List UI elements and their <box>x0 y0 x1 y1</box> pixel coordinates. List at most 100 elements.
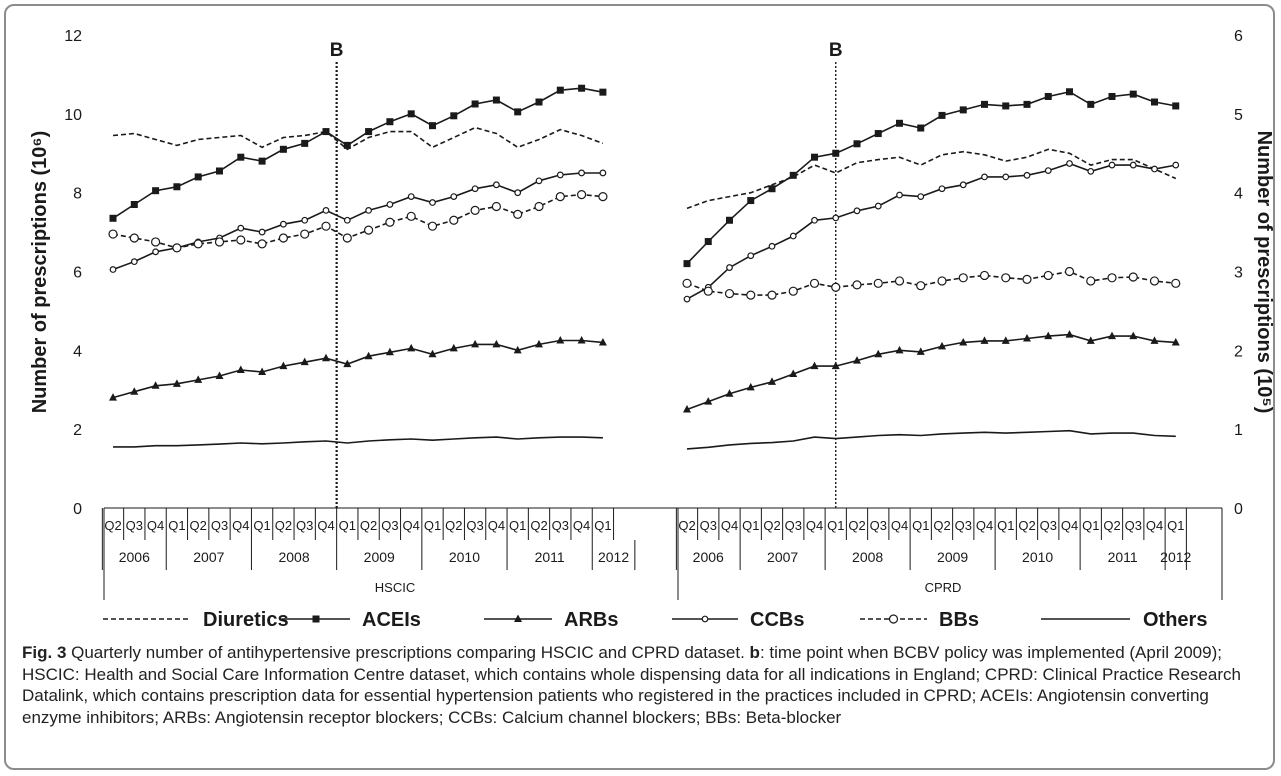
data-point-ccbs <box>556 171 564 179</box>
data-point-aceis <box>811 153 818 161</box>
quarter-label: Q1 <box>1167 518 1184 533</box>
data-point-arbs <box>492 339 501 348</box>
data-point-ccbs <box>514 189 522 197</box>
y-tick-label-left: 8 <box>73 186 82 203</box>
data-point-aceis <box>1151 98 1158 106</box>
data-point-arbs <box>428 349 437 358</box>
policy-marker-label: B <box>330 40 344 61</box>
data-point-bbs <box>193 239 203 249</box>
year-label: 2010 <box>449 549 480 565</box>
data-point-bbs <box>873 278 883 288</box>
data-point-aceis <box>556 86 564 94</box>
data-point-aceis <box>1129 90 1137 98</box>
data-point-ccbs <box>578 169 585 177</box>
data-point-aceis <box>279 145 287 153</box>
data-point-aceis <box>130 200 138 208</box>
data-point-bbs <box>214 237 225 247</box>
data-point-arbs <box>598 337 607 346</box>
data-point-ccbs <box>1066 160 1073 167</box>
data-point-ccbs <box>1023 171 1031 179</box>
data-point-arbs <box>258 367 267 376</box>
quarter-label: Q3 <box>955 518 972 533</box>
data-point-bbs <box>534 201 544 212</box>
y-tick-label-right: 4 <box>1234 186 1243 203</box>
data-point-arbs <box>1171 337 1180 346</box>
dataset-label: CPRD <box>925 580 962 595</box>
data-point-arbs <box>385 347 394 356</box>
policy-marker-label: B <box>829 40 843 61</box>
data-point-aceis <box>599 88 607 96</box>
data-point-ccbs <box>768 242 776 250</box>
data-point-bbs <box>916 281 926 291</box>
quarter-label: Q4 <box>891 518 908 533</box>
data-point-arbs <box>364 351 373 360</box>
data-point-aceis <box>386 118 394 126</box>
year-label: 2006 <box>119 549 150 565</box>
data-point-ccbs <box>853 207 861 215</box>
data-point-ccbs <box>874 202 882 210</box>
quarter-label: Q4 <box>488 518 505 533</box>
data-point-aceis <box>173 183 181 191</box>
quarter-label: Q2 <box>190 518 207 533</box>
data-point-arbs <box>151 381 160 389</box>
quarter-label: Q2 <box>848 518 865 533</box>
series-line-diuretics <box>112 126 604 151</box>
data-point-ccbs <box>322 207 330 214</box>
data-point-aceis <box>343 141 351 149</box>
data-point-aceis <box>1087 100 1095 108</box>
data-point-aceis <box>301 139 309 147</box>
data-point-arbs <box>300 357 309 366</box>
data-point-bbs <box>724 288 735 299</box>
data-point-arbs <box>172 379 181 387</box>
data-point-bbs <box>129 233 139 243</box>
data-point-ccbs <box>429 199 436 206</box>
data-point-arbs <box>831 361 840 370</box>
quarter-label: Q4 <box>147 518 164 533</box>
quarter-label: Q3 <box>296 518 313 533</box>
quarter-label: Q3 <box>785 518 802 533</box>
data-point-bbs <box>342 233 352 243</box>
quarter-label: Q3 <box>1040 518 1057 533</box>
data-point-bbs <box>406 211 416 221</box>
series-line-diuretics <box>686 148 1177 210</box>
data-point-bbs <box>449 215 459 225</box>
data-point-bbs <box>1001 273 1011 283</box>
quarter-label: Q1 <box>912 518 929 533</box>
quarter-label: Q4 <box>1146 518 1163 533</box>
data-point-aceis <box>704 238 712 246</box>
data-point-ccbs <box>535 177 543 185</box>
data-point-bbs <box>937 276 947 286</box>
quarter-label: Q1 <box>339 518 356 533</box>
data-point-ccbs <box>407 193 415 201</box>
quarter-label: Q1 <box>1082 518 1099 533</box>
data-point-aceis <box>683 260 691 268</box>
data-point-aceis <box>789 171 797 179</box>
caption-text-1: Quarterly number of antihypertensive pre… <box>66 643 750 662</box>
caption-label: Fig. 3 <box>22 643 67 662</box>
data-point-arbs <box>236 365 245 374</box>
data-point-bbs <box>151 237 161 247</box>
quarter-label: Q3 <box>466 518 483 533</box>
data-point-aceis <box>152 187 160 195</box>
data-point-bbs <box>831 282 841 292</box>
year-label: 2008 <box>278 549 309 565</box>
data-point-arbs <box>471 339 480 348</box>
quarter-label: Q4 <box>976 518 993 533</box>
data-point-bbs <box>894 276 905 286</box>
quarter-label: Q3 <box>700 518 717 533</box>
data-point-arbs <box>577 335 586 344</box>
caption-text-2: : time point when BCBV policy was implem… <box>22 643 1241 727</box>
quarter-label: Q2 <box>360 518 377 533</box>
quarter-label: Q2 <box>933 518 950 533</box>
data-point-aceis <box>981 100 988 108</box>
data-point-ccbs <box>917 193 925 201</box>
legend-label-aceis: ACEIs <box>362 609 421 631</box>
data-point-aceis <box>429 122 436 130</box>
data-point-aceis <box>471 100 479 108</box>
data-point-aceis <box>535 98 543 106</box>
data-point-bbs <box>1171 278 1181 288</box>
year-label: 2012 <box>1160 549 1191 565</box>
series-line-others <box>686 429 1176 450</box>
data-point-ccbs <box>237 224 245 232</box>
data-point-arbs <box>789 369 798 377</box>
